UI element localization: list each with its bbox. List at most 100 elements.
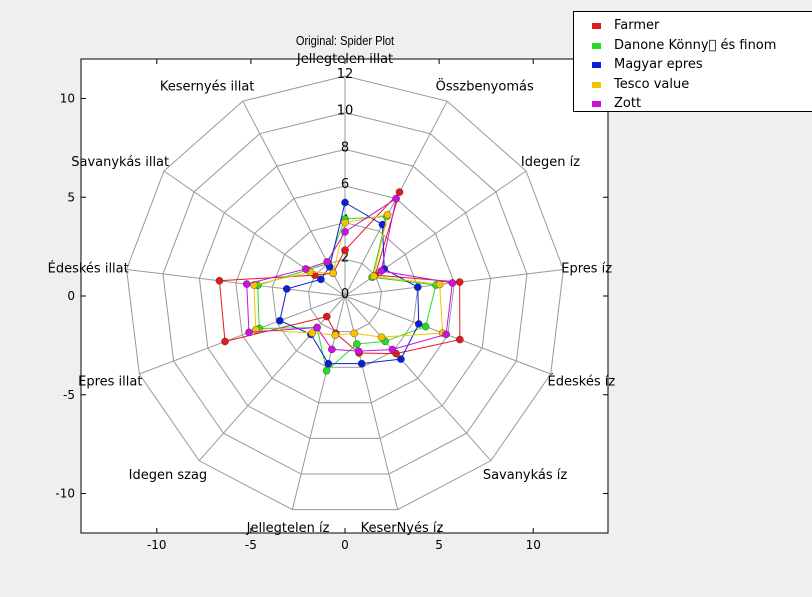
axis-label: Jellegtelen íz	[246, 521, 330, 536]
series-line	[218, 191, 461, 355]
data-point	[341, 246, 349, 254]
legend-swatch	[592, 81, 601, 88]
grid-spoke	[126, 268, 346, 297]
legend: Farmer Danone Könny  és finom Magyar epres…	[573, 11, 812, 112]
x-tick-label: -10	[147, 538, 167, 552]
legend-label: Tesco value	[614, 76, 690, 92]
data-point	[392, 194, 400, 203]
axis-label: Édeskés íz	[548, 373, 616, 389]
legend-label: Farmer	[614, 18, 660, 33]
data-point	[357, 359, 366, 368]
x-tick-label: 0	[341, 538, 349, 552]
data-point	[282, 285, 291, 293]
axis-ticks: -10 -5 0 5 10 10 5 0 -5 -10	[55, 59, 608, 552]
data-point	[395, 188, 404, 196]
series-line	[253, 214, 444, 338]
data-point	[421, 322, 430, 331]
data-point	[397, 355, 405, 363]
data-point	[323, 258, 331, 266]
data-point	[242, 280, 251, 288]
data-point	[413, 283, 422, 291]
legend-label: Danone Könny  és finom	[614, 37, 777, 53]
data-point	[245, 328, 253, 337]
data-point	[383, 211, 392, 219]
data-point	[308, 329, 316, 337]
x-tick-label: -5	[245, 538, 257, 552]
axis-label: Édeskés illat	[48, 260, 129, 276]
axis-label: Idegen szag	[129, 468, 208, 483]
data-point	[215, 276, 224, 285]
axis-label: Idegen íz	[521, 155, 580, 170]
data-point	[369, 272, 378, 281]
grid-ring	[126, 75, 564, 511]
legend-swatch	[592, 101, 601, 107]
data-point	[329, 269, 337, 278]
data-point	[350, 329, 359, 338]
data-point	[448, 279, 457, 287]
axis-label: Kesernyés illat	[160, 79, 255, 94]
grid-spoke	[344, 295, 492, 462]
data-point	[341, 228, 349, 236]
radial-tick-label: 6	[341, 177, 349, 192]
data-point	[317, 275, 325, 284]
legend-label: Zott	[614, 96, 642, 111]
chart-title: Original: Spider Plot	[295, 33, 395, 48]
data-point	[442, 330, 450, 339]
radial-tick-label: 12	[337, 67, 354, 82]
y-tick-label: 10	[60, 92, 75, 106]
data-point	[322, 366, 331, 375]
grid-ring	[271, 222, 419, 368]
data-point	[322, 312, 331, 321]
data-point	[276, 316, 284, 325]
data-point	[301, 265, 310, 273]
data-point	[388, 345, 397, 354]
axis-label: Jellegtelen illat	[296, 52, 393, 67]
data-point	[341, 198, 349, 207]
data-point	[435, 280, 444, 289]
legend-label: Magyar epres	[614, 57, 703, 72]
data-point	[341, 218, 349, 227]
data-point	[331, 331, 340, 339]
radial-tick-label: 8	[341, 140, 349, 155]
grid-ring	[162, 112, 528, 475]
radial-tick-label: 0	[341, 287, 349, 302]
axis-label: KeserNyés íz	[361, 521, 444, 536]
x-tick-label: 10	[526, 538, 541, 552]
x-tick-label: 5	[435, 538, 443, 552]
axis-label: Savanykás íz	[483, 468, 568, 483]
data-point	[455, 278, 464, 286]
series-line	[246, 197, 453, 352]
axis-labels: Jellegtelen illat Összbenyomás Idegen íz Ep…	[48, 52, 616, 536]
y-tick-label: -10	[55, 487, 75, 501]
data-point	[324, 359, 333, 368]
y-tick-label: -5	[63, 388, 75, 402]
legend-swatch	[592, 62, 601, 68]
legend-swatch	[592, 42, 601, 49]
data-point	[377, 267, 386, 275]
data-point	[313, 323, 321, 332]
data-point	[414, 320, 423, 328]
data-point	[377, 333, 386, 341]
series-4	[242, 194, 457, 355]
data-point	[353, 340, 361, 348]
data-point	[354, 347, 363, 355]
data-point	[221, 337, 229, 346]
radial-tick-label: 2	[341, 250, 349, 265]
data-point	[328, 345, 336, 354]
grid-ring	[198, 148, 492, 439]
grid-ring	[235, 185, 455, 404]
axis-label: Epres illat	[78, 374, 142, 389]
y-tick-label: 0	[67, 289, 75, 303]
axis-label: Savanykás illat	[71, 155, 169, 170]
grid-spoke	[139, 295, 346, 375]
data-point	[378, 220, 387, 229]
series-line	[257, 215, 437, 372]
grid-spoke	[198, 295, 346, 462]
data-point	[456, 335, 464, 344]
axis-label: Epres íz	[561, 261, 612, 276]
legend-swatch	[592, 23, 601, 29]
y-tick-label: 5	[67, 190, 75, 204]
radial-tick-label: 10	[337, 104, 354, 119]
